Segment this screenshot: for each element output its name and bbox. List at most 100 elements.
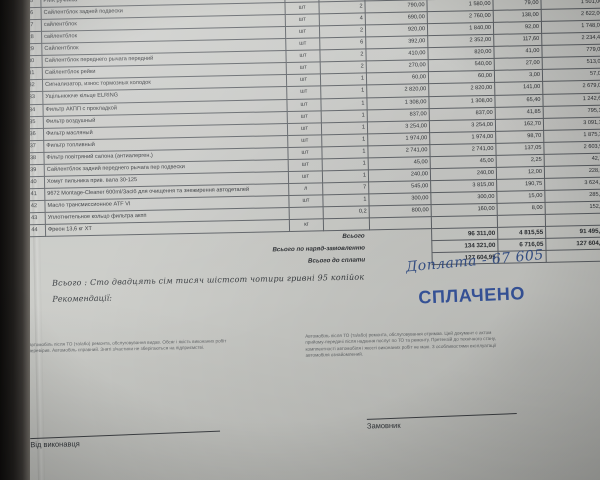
cell-qty: 1 (320, 73, 367, 87)
cell-qty: 2 (319, 49, 367, 63)
totals-total: 91 495,45 (545, 225, 600, 239)
cell-total: 2 622,00 (541, 8, 600, 22)
cell-unit: шт (288, 170, 323, 184)
cell-unit (289, 206, 324, 220)
invoice-table: 23шт224Олив трансмісійна для головної пе… (18, 0, 600, 274)
cell-disc: 41,00 (493, 45, 543, 59)
desk-edge-shadow (0, 0, 30, 480)
cell-price: 270,00 (366, 60, 429, 74)
cell-sum: 2 741,00 (429, 143, 497, 157)
cell-sum: 1 840,00 (427, 22, 494, 36)
cell-sum: 837,00 (429, 106, 496, 121)
cell-qty: 2 (320, 61, 367, 75)
cell-sum: 3 254,00 (429, 118, 496, 133)
cell-total: 3 091,30 (543, 116, 600, 131)
cell-price: 410,00 (365, 48, 429, 62)
cell-qty: 2 (319, 25, 366, 39)
cell-disc: 162,70 (495, 117, 544, 131)
cell-price: 240,00 (368, 168, 431, 182)
cell-sum: 60,00 (428, 70, 495, 85)
cell-unit: шт (288, 158, 323, 172)
amount-in-words: Всього : Сто двадцять сім тисяч шістсот … (51, 272, 365, 288)
cell-unit: кг (289, 218, 324, 232)
cell-unit: шт (284, 2, 320, 15)
cell-disc: 27,00 (494, 57, 543, 71)
cell-price: 2 820,00 (366, 84, 429, 98)
cell-disc: 12,00 (496, 166, 545, 180)
cell-total: 2 234,40 (541, 32, 600, 46)
cell-total (545, 213, 600, 227)
cell-unit: шт (288, 194, 324, 208)
cell-price: 920,00 (365, 23, 428, 38)
cell-disc: 79,00 (492, 0, 542, 11)
fineprint-customer: Автомобіль після ТО (та/або) ремонта, об… (305, 329, 497, 358)
cell-disc: 65,40 (494, 93, 544, 107)
cell-unit: шт (286, 74, 321, 87)
cell-sum: 2 352,00 (427, 34, 494, 49)
cell-sum: 820,00 (427, 46, 495, 61)
totals-total (546, 249, 600, 263)
cell-disc: 141,00 (494, 81, 543, 95)
cell-unit: шт (285, 26, 320, 39)
cell-disc: 137,05 (495, 142, 545, 156)
cell-disc: 2,25 (496, 154, 545, 168)
cell-qty: 1 (321, 145, 369, 159)
cell-total: 228,00 (544, 164, 600, 179)
cell-sum: 540,00 (428, 58, 495, 73)
totals-total: 127 604,95 (545, 237, 600, 251)
cell-unit: шт (287, 110, 322, 124)
cell-unit: л (288, 182, 323, 196)
cell-disc: 15,00 (496, 190, 546, 204)
cell-price: 45,00 (368, 156, 431, 170)
cell-unit: шт (287, 146, 323, 160)
cell-price: 3 254,00 (367, 120, 430, 134)
cell-disc: 41,85 (495, 105, 544, 119)
cell-total: 795,15 (543, 104, 600, 118)
cell-price: 392,00 (365, 35, 428, 50)
signature-label-customer: Замовник (366, 420, 401, 431)
cell-total: 57,00 (542, 68, 600, 82)
cell-sum: 1 580,00 (426, 0, 494, 12)
cell-unit: шт (285, 50, 321, 63)
cell-price: 837,00 (367, 108, 430, 122)
cell-qty: 2 (318, 1, 366, 15)
cell-unit: шт (287, 134, 322, 148)
cell-qty: 1 (322, 157, 369, 171)
cell-sum: 1 308,00 (428, 94, 496, 109)
cell-unit: шт (287, 122, 322, 136)
totals-disc: 4 815,55 (497, 226, 546, 240)
cell-total: 1 242,60 (542, 92, 600, 106)
cell-sum: 160,00 (431, 203, 498, 217)
cell-unit: шт (285, 38, 320, 51)
cell-sum: 2 760,00 (427, 10, 494, 24)
cell-unit: шт (286, 62, 321, 75)
cell-qty: 1 (322, 193, 370, 207)
cell-sum: 2 820,00 (428, 82, 495, 97)
cell-price: 800,00 (369, 204, 432, 218)
cell-price: 690,00 (365, 11, 428, 26)
cell-total: 2 679,00 (542, 80, 600, 94)
cell-sum: 3 815,00 (430, 179, 497, 193)
cell-price: 1 974,00 (367, 132, 430, 146)
invoice-table-body: 23шт224Олив трансмісійна для головної пе… (18, 0, 600, 273)
cell-sum: 1 974,00 (429, 130, 496, 145)
cell-price: 790,00 (364, 0, 428, 14)
cell-disc: 3,00 (494, 69, 543, 83)
cell-disc: 8,00 (497, 202, 546, 216)
cell-total: 152,00 (545, 201, 600, 215)
cell-disc: 190,75 (496, 178, 545, 192)
cell-total: 2 603,95 (543, 140, 600, 155)
cell-sum: 45,00 (430, 155, 497, 169)
cell-total: 42,75 (544, 152, 600, 167)
invoice-table-container: 23шт224Олив трансмісійна для головної пе… (18, 0, 600, 274)
cell-qty: 4 (319, 13, 366, 27)
cell-qty: 6 (319, 37, 366, 51)
cell-disc: 117,60 (493, 33, 542, 47)
cell-total: 285,00 (544, 188, 600, 203)
signature-label-executor: Від виконавця (30, 439, 80, 450)
cell-qty: 1 (321, 121, 368, 135)
cell-price: 2 741,00 (367, 144, 431, 158)
cell-total: 3 624,25 (544, 176, 600, 191)
